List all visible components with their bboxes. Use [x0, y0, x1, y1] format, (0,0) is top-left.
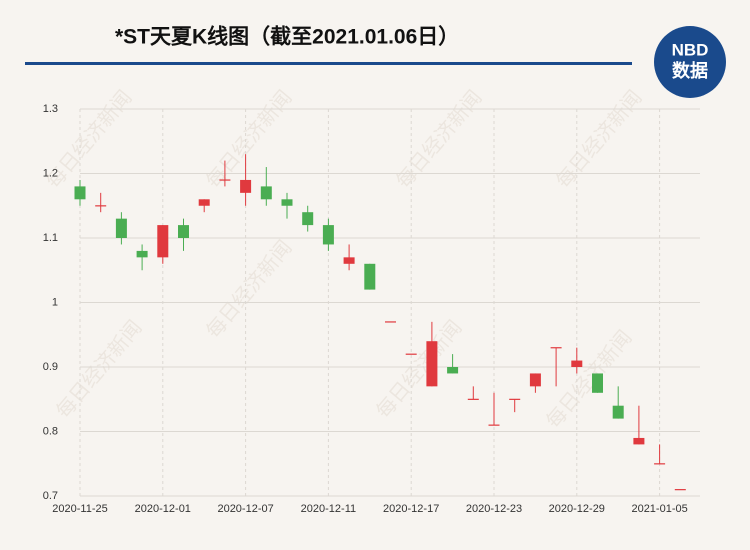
logo-top: NBD	[672, 40, 709, 59]
candle-body	[592, 373, 603, 393]
x-tick-label: 2020-12-01	[135, 503, 191, 515]
x-tick-label: 2021-01-05	[631, 503, 687, 515]
x-tick-label: 2020-12-11	[301, 503, 356, 515]
logo-circle	[654, 26, 726, 98]
y-tick-label: 1.3	[43, 103, 58, 115]
title-rule	[25, 62, 632, 65]
candle-body	[74, 186, 86, 200]
candle-body	[219, 179, 231, 181]
candle-body	[157, 225, 169, 258]
y-tick-label: 0.9	[43, 361, 58, 373]
y-tick-label: 1	[52, 296, 58, 308]
candle-body	[364, 263, 376, 290]
candle-body	[115, 218, 127, 238]
candle-body	[529, 373, 541, 387]
candle-body	[550, 347, 562, 349]
candle-body	[385, 321, 396, 323]
candle-body	[405, 353, 417, 355]
candle-body	[178, 225, 189, 238]
y-tick-label: 1.1	[43, 232, 58, 244]
x-tick-label: 2020-12-17	[383, 503, 439, 515]
candle-body	[240, 179, 252, 193]
plot: 0.7 0.8 0.9 1 1.1 1.2 1.3 2020-11-25 2020-12-01 2…	[43, 103, 700, 515]
x-tick-label: 2020-12-29	[549, 503, 605, 515]
candle-body	[343, 257, 355, 264]
candle-body	[612, 405, 624, 419]
chart-title: *ST天夏K线图（截至2021.01.06日）	[115, 25, 459, 49]
y-tick-label: 0.7	[43, 490, 58, 502]
x-tick-label: 2020-12-07	[217, 503, 273, 515]
candle-body	[198, 199, 210, 206]
logo: NBD 数据	[654, 26, 726, 98]
candle-body	[488, 424, 500, 426]
candle-body	[571, 360, 583, 367]
candle-body	[654, 463, 666, 465]
logo-bottom: 数据	[672, 60, 708, 81]
candle-body	[302, 212, 314, 226]
candle-body	[322, 225, 334, 245]
x-tick-label: 2020-12-23	[466, 503, 522, 515]
y-tick-label: 0.8	[43, 425, 58, 437]
candle-body	[426, 341, 438, 387]
candle-body	[136, 250, 148, 258]
candle-body	[95, 205, 107, 207]
candle-body	[509, 398, 521, 400]
x-tick-label: 2020-11-25	[52, 503, 107, 515]
candle-body	[674, 489, 686, 491]
candle-body	[447, 367, 459, 374]
y-tick-label: 1.2	[43, 167, 58, 179]
candle-body	[633, 437, 645, 445]
candle-body	[260, 186, 272, 200]
candle-body	[467, 398, 479, 400]
candle-body	[281, 199, 293, 206]
